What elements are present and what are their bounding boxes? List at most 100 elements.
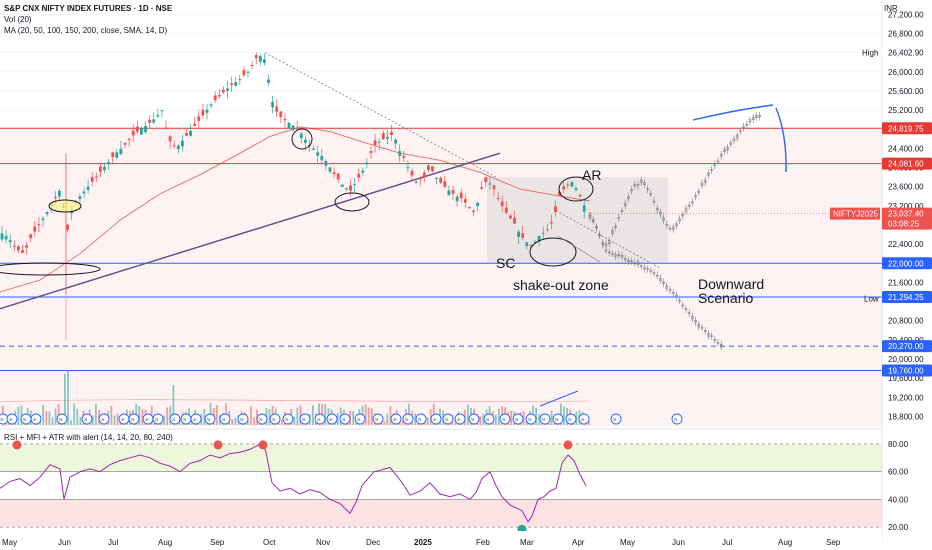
svg-text:»: » [329, 417, 333, 424]
svg-text:»: » [613, 417, 617, 424]
candle-body-24 [99, 166, 102, 172]
downward-candle-body-5 [604, 249, 608, 252]
candle-body-106 [435, 177, 438, 180]
rsi-lower-band [0, 499, 882, 528]
volume-bar [401, 420, 404, 425]
projection-candle-body-28 [678, 218, 681, 222]
candle-body-131 [537, 236, 541, 242]
event-marker-31: » [454, 413, 466, 425]
svg-text:»: » [9, 417, 13, 424]
event-marker-23: » [339, 413, 351, 425]
candle-body-110 [451, 189, 455, 194]
event-marker-33: » [483, 413, 495, 425]
volume-bar [67, 370, 69, 425]
projection-candle-body-40 [716, 160, 720, 163]
candle-body-92 [377, 141, 381, 143]
candle-body-105 [431, 166, 434, 172]
downward-candle-body-26 [671, 292, 675, 294]
projection-candle-body-42 [723, 149, 726, 152]
candle-body-50 [205, 109, 209, 113]
ma-legend[interactable]: MA (20, 50, 100, 150, 200, close, SMA, 1… [4, 26, 168, 35]
volume-bar [48, 411, 51, 425]
x-tick-label-13: Jun [672, 538, 685, 547]
event-marker-15: » [219, 413, 231, 425]
volume-bar [281, 419, 283, 425]
volume-bar [178, 420, 181, 425]
candle-body-104 [427, 165, 430, 171]
volume-bar [20, 405, 23, 425]
candle-body-62 [254, 55, 258, 59]
candle-body-45 [185, 133, 188, 136]
currency-label[interactable]: INR [884, 4, 898, 13]
high-tag [882, 46, 932, 59]
event-marker-36: » [525, 413, 537, 425]
candle-body-25 [103, 166, 106, 171]
candle-body-97 [398, 151, 402, 157]
svg-text:»: » [207, 417, 211, 424]
projection-candle-body-34 [697, 190, 701, 193]
indicator-legend[interactable]: RSI + MFI + ATR with alert (14, 14, 20, … [4, 433, 173, 442]
candle-body-32 [131, 130, 135, 136]
event-marker-7: » [118, 413, 130, 425]
volume-uptrend-line [539, 390, 579, 407]
price-level-label-5: 19,760.00 [888, 366, 924, 375]
candle-body-6 [25, 245, 28, 248]
volume-bar [42, 404, 45, 425]
candle-body-31 [127, 138, 131, 140]
svg-text:»: » [581, 417, 585, 424]
volume-bar [336, 413, 339, 425]
candle-body-81 [332, 172, 336, 175]
downward-candle-body-40 [716, 341, 720, 344]
svg-text:»: » [471, 417, 475, 424]
candle-body-72 [295, 127, 299, 130]
svg-text:»: » [240, 417, 244, 424]
volume-legend[interactable]: Vol (20) [4, 15, 32, 24]
candle-body-83 [340, 184, 344, 187]
candle-body-125 [513, 217, 516, 224]
svg-text:»: » [84, 417, 88, 424]
svg-text:»: » [183, 417, 187, 424]
candle-body-102 [418, 178, 422, 180]
svg-text:»: » [418, 417, 422, 424]
downward-candle-body-28 [678, 299, 681, 302]
projection-candle-body-37 [707, 172, 710, 176]
downward-candle-body-23 [662, 281, 665, 285]
candle-body-1 [4, 235, 8, 240]
projection-candle-body-35 [700, 182, 704, 186]
projection-candle-body-46 [735, 134, 739, 139]
volume-bar [560, 403, 562, 425]
volume-bar [352, 411, 355, 425]
downward-candle-body-2 [595, 226, 598, 229]
projection-candle-body-16 [639, 179, 643, 183]
volume-bar [277, 420, 280, 425]
svg-text:»: » [59, 417, 63, 424]
candle-body-84 [345, 188, 348, 190]
x-tick-label-10: Mar [520, 538, 534, 547]
rsi-overbought-dot-2 [258, 440, 268, 450]
candle-body-79 [324, 160, 328, 166]
blue-curve-top [692, 104, 774, 121]
annotation-ar: AR [582, 167, 601, 183]
highlight-ellipse-0 [48, 199, 82, 213]
candle-body-37 [152, 119, 156, 123]
candle-body-40 [164, 127, 168, 130]
candle-body-61 [250, 64, 254, 66]
projection-candle-body-49 [745, 124, 749, 126]
projection-candle-body-52 [755, 115, 758, 118]
candle-body-51 [209, 104, 213, 106]
candle-body-63 [258, 55, 262, 62]
candle-body-121 [496, 198, 500, 200]
rsi-tick-label-1: 40.00 [888, 495, 909, 504]
volume-bar [166, 407, 169, 425]
svg-text:»: » [405, 417, 409, 424]
downward-candle-body-22 [659, 277, 662, 281]
price-level-tag-3 [882, 291, 932, 304]
projection-candle-body-11 [623, 202, 627, 207]
svg-text:»: » [0, 417, 4, 424]
chart-title: S&P CNX NIFTY INDEX FUTURES · 1D · NSE [4, 4, 173, 13]
candle-body-22 [90, 177, 94, 182]
event-marker-29: » [430, 413, 442, 425]
candle-body-58 [238, 79, 242, 81]
sc-connector [557, 235, 601, 263]
volume-bar [246, 420, 249, 425]
